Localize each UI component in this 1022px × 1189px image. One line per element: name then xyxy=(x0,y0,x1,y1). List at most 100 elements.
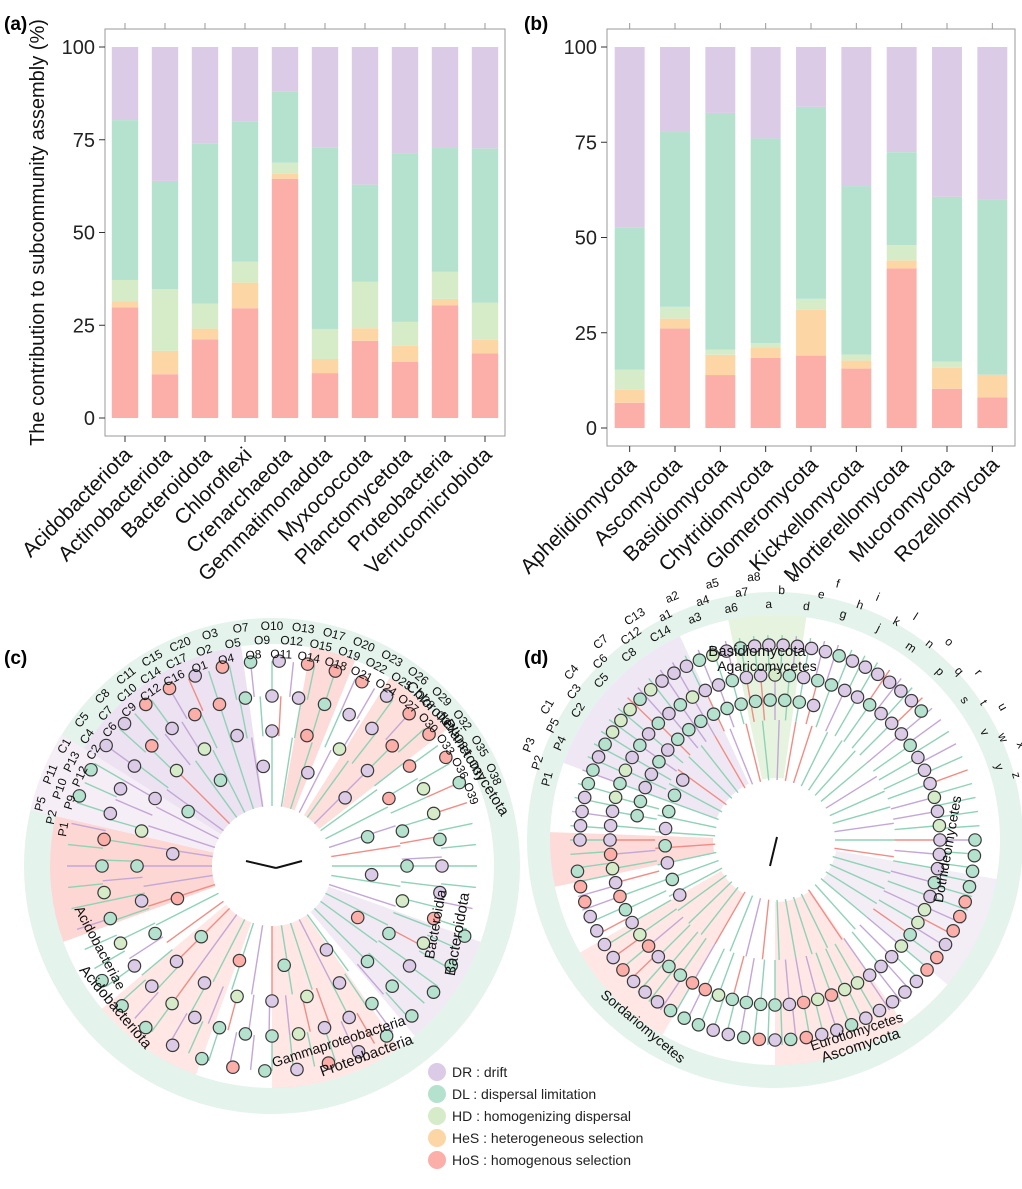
tree-branch xyxy=(238,698,248,739)
tree-node-dl xyxy=(810,673,825,688)
tree-branch xyxy=(400,881,441,888)
tree-node-hos xyxy=(439,750,453,765)
tree-branch xyxy=(834,822,894,833)
tree-branch xyxy=(289,662,295,698)
tree-branch xyxy=(872,744,911,772)
tree-node-dr xyxy=(265,994,279,1008)
tree-branch xyxy=(356,1012,376,1044)
tree-node-hd xyxy=(685,690,700,704)
bar-segment-hd xyxy=(471,302,499,340)
tree-branch xyxy=(679,704,707,743)
tree-node-dr xyxy=(885,995,900,1009)
tree-node-dr xyxy=(882,675,897,690)
tree-node-dr xyxy=(626,974,641,989)
node-label: O12 xyxy=(280,633,304,649)
tree-branch xyxy=(866,669,891,704)
tree-node-hd xyxy=(426,806,441,821)
tree-node-dl xyxy=(379,1029,394,1043)
node-label: P2 xyxy=(528,753,546,772)
tree-node-hd xyxy=(608,790,623,805)
tree-node-dl xyxy=(385,979,400,994)
legend-label: HoS : homogenous selection xyxy=(452,1152,631,1168)
tree-node-dl xyxy=(968,833,982,847)
tree-node-dl xyxy=(84,762,98,777)
tree-node-dl xyxy=(115,999,129,1013)
tree-node-hd xyxy=(395,894,410,908)
bar-segment-hes xyxy=(932,367,962,389)
tree-node-dr xyxy=(672,888,687,902)
tree-node-dl xyxy=(360,954,375,969)
tree-node-hos xyxy=(328,664,343,678)
bar-segment-dr xyxy=(750,47,781,139)
tree-branch xyxy=(325,806,389,840)
tree-node-dl xyxy=(651,716,666,731)
tree-branch xyxy=(872,908,911,936)
tree-node-dl xyxy=(138,1020,153,1035)
tree-node-hos xyxy=(799,1030,814,1045)
tree-node-dr xyxy=(265,689,279,703)
tree-branch xyxy=(570,850,611,855)
tree-branch xyxy=(284,995,291,1036)
tree-node-dr xyxy=(342,707,356,722)
node-label: a1 xyxy=(656,606,674,625)
node-label: O10 xyxy=(261,619,284,633)
node-label: a5 xyxy=(704,575,721,592)
tree-branch xyxy=(141,949,173,976)
tree-node-dl xyxy=(832,649,846,663)
tree-node-dr xyxy=(917,763,932,778)
tree-node-dl xyxy=(360,829,375,844)
bar-segment-hos xyxy=(151,374,179,418)
tree-node-dl xyxy=(195,1051,209,1066)
tree-node-dl xyxy=(658,838,672,853)
tree-node-dr xyxy=(862,968,877,982)
tree-node-hd xyxy=(134,824,149,838)
tree-branch xyxy=(843,704,871,743)
tree-node-dr xyxy=(884,716,899,731)
bar-segment-hes xyxy=(391,345,419,362)
tree-branch xyxy=(418,950,450,970)
bar-segment-hos xyxy=(431,305,459,418)
tree-node-dr xyxy=(342,1010,356,1025)
tree-node-dr xyxy=(608,875,623,890)
root-branch xyxy=(245,860,277,869)
tree-node-dl xyxy=(763,693,777,707)
tree-node-hos xyxy=(685,976,700,990)
tree-branch xyxy=(851,931,882,967)
tree-branch xyxy=(876,969,902,1002)
tree-branch xyxy=(612,860,657,870)
tree-branch xyxy=(800,731,829,787)
tree-node-hd xyxy=(300,989,314,1004)
tree-branch xyxy=(648,969,674,1002)
clade-highlight xyxy=(272,915,400,1088)
tree-node-dl xyxy=(95,973,109,988)
tree-branch xyxy=(834,943,859,984)
bar-segment-dl xyxy=(311,147,339,329)
tree-node-dl xyxy=(967,848,982,863)
tree-node-dr xyxy=(679,659,694,674)
tree-node-dl xyxy=(662,959,676,974)
bar-segment-dr xyxy=(471,47,499,149)
tree-node-dr xyxy=(870,667,885,682)
tree-node-dl xyxy=(382,926,396,941)
tree-node-dr xyxy=(660,856,675,870)
bar-segment-hes xyxy=(977,374,1008,398)
bar-segment-hes xyxy=(231,282,259,309)
y-tick-label: 75 xyxy=(575,132,597,154)
y-tick-label: 0 xyxy=(586,418,597,440)
tree-node-hd xyxy=(165,996,179,1011)
bar-segment-hes xyxy=(471,339,499,354)
tree-branch xyxy=(418,762,450,782)
tree-node-dr xyxy=(796,670,811,685)
tree-node-dr xyxy=(606,950,620,965)
tree-branch xyxy=(427,934,460,951)
tree-node-dr xyxy=(711,678,726,692)
tree-branch xyxy=(610,824,656,831)
tree-node-hos xyxy=(930,950,944,965)
bar-segment-dl xyxy=(111,120,139,280)
tree-node-dr xyxy=(144,979,159,994)
tree-node-dl xyxy=(95,859,109,873)
tree-branch xyxy=(834,696,859,737)
tree-node-hd xyxy=(291,1027,306,1041)
bar-segment-hd xyxy=(660,306,690,319)
tree-node-dl xyxy=(630,808,644,823)
